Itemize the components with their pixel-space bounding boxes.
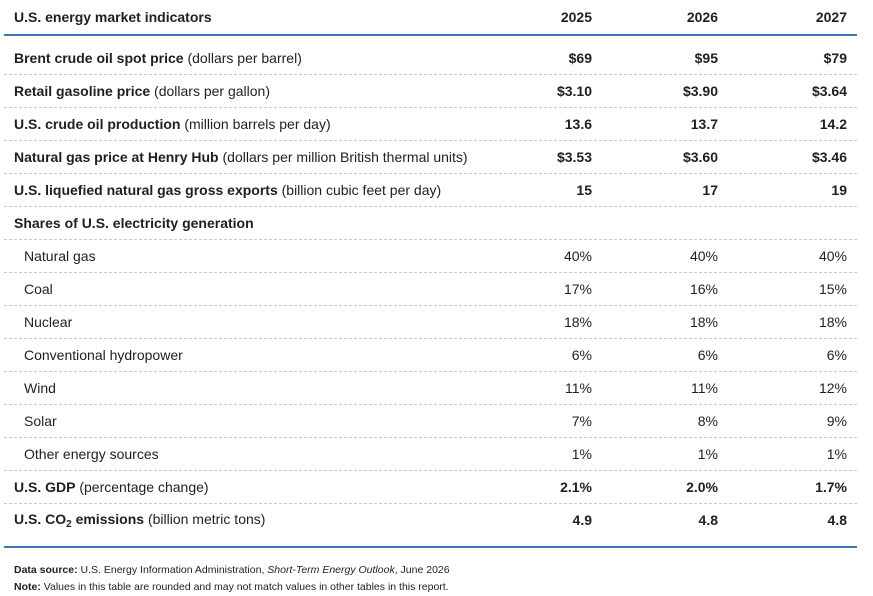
value-2026: $95 [694,50,718,66]
table-row: U.S. CO2 emissions (billion metric tons)… [4,504,857,536]
row-label: U.S. liquefied natural gas gross exports [14,182,278,198]
row-unit: (million barrels per day) [180,116,331,132]
row-label: Natural gas price at Henry Hub [14,149,219,165]
row-unit: (billion metric tons) [144,510,266,527]
table-row: U.S. GDP (percentage change) 2.1% 2.0% 1… [4,471,857,504]
value-2026: 13.7 [690,116,718,132]
value-2027: $3.46 [811,149,847,165]
table-row: Brent crude oil spot price (dollars per … [4,42,857,75]
value-2026: 8% [697,413,718,429]
value-2025: $3.10 [556,83,592,99]
value-2025: $3.53 [556,149,592,165]
value-2027: 40% [818,248,847,264]
value-2025: 18% [563,314,592,330]
value-2026: 1% [697,446,718,462]
table-note: Note: Values in this table are rounded a… [14,581,449,593]
value-2026: 11% [691,380,718,396]
row-unit: (percentage change) [75,479,209,495]
value-2026: 40% [689,248,718,264]
value-2025: 7% [571,413,592,429]
value-2025: 15 [576,182,592,198]
value-2027: 18% [818,314,847,330]
row-label: Nuclear [24,314,73,330]
value-2026: 4.8 [698,512,718,528]
value-2027: 1.7% [815,479,847,495]
value-2027: 19 [831,182,847,198]
value-2027: $3.64 [811,83,847,99]
shares-heading: Shares of U.S. electricity generation [14,215,254,231]
table-row: Retail gasoline price (dollars per gallo… [4,75,857,108]
shares-heading-row: Shares of U.S. electricity generation [4,207,857,240]
table-row: Wind 11% 11% 12% [4,372,857,405]
value-2027: 12% [818,380,847,396]
table-row: Natural gas 40% 40% 40% [4,240,857,273]
value-2025: 6% [571,347,592,363]
table-row: Coal 17% 16% 15% [4,273,857,306]
value-2025: 1% [571,446,592,462]
table-header: U.S. energy market indicators 2025 2026 … [4,0,857,36]
table-notes: Data source: U.S. Energy Information Adm… [4,562,857,596]
year-header-2025: 2025 [560,9,592,25]
row-label: Solar [24,413,57,429]
value-2025: $69 [568,50,592,66]
data-source: Data source: U.S. Energy Information Adm… [14,564,450,576]
table-row: Other energy sources 1% 1% 1% [4,438,857,471]
row-label: Coal [24,281,53,297]
year-header-2027: 2027 [815,9,847,25]
row-unit: (dollars per barrel) [183,50,302,66]
value-2025: 4.9 [572,512,592,528]
row-label: Conventional hydropower [24,347,183,363]
value-2027: 9% [826,413,847,429]
row-label: U.S. GDP [14,479,76,495]
row-label: Wind [24,380,56,396]
value-2027: 1% [826,446,847,462]
row-label: U.S. crude oil production [14,116,181,132]
row-label: Natural gas [24,248,96,264]
table-row: U.S. liquefied natural gas gross exports… [4,174,857,207]
table-title: U.S. energy market indicators [14,9,212,25]
row-label: Brent crude oil spot price [14,50,184,66]
value-2026: 6% [697,347,718,363]
value-2025: 40% [563,248,592,264]
value-2027: 15% [818,281,847,297]
table-row: Natural gas price at Henry Hub (dollars … [4,141,857,174]
value-2027: 4.8 [827,512,847,528]
table-row: Solar 7% 8% 9% [4,405,857,438]
value-2027: 14.2 [819,116,847,132]
row-unit: (billion cubic feet per day) [277,182,442,198]
value-2026: 16% [689,281,718,297]
value-2026: 2.0% [686,479,718,495]
value-2027: $79 [823,50,847,66]
value-2026: 18% [689,314,718,330]
table-row: U.S. crude oil production (million barre… [4,108,857,141]
year-header-2026: 2026 [686,9,718,25]
row-label: U.S. CO2 emissions [14,510,145,530]
value-2027: 6% [826,347,847,363]
value-2025: 11% [565,380,592,396]
table-bottom-rule [4,546,857,548]
value-2025: 2.1% [560,479,592,495]
value-2026: 17 [702,182,718,198]
table-row: Conventional hydropower 6% 6% 6% [4,339,857,372]
table-row: Nuclear 18% 18% 18% [4,306,857,339]
value-2026: $3.90 [682,83,718,99]
energy-indicators-table: U.S. energy market indicators 2025 2026 … [4,0,857,596]
value-2025: 17% [563,281,592,297]
row-unit: (dollars per million British thermal uni… [218,149,468,165]
row-label: Retail gasoline price [14,83,151,99]
row-label: Other energy sources [24,446,159,462]
row-unit: (dollars per gallon) [150,83,271,99]
value-2026: $3.60 [682,149,718,165]
value-2025: 13.6 [564,116,592,132]
